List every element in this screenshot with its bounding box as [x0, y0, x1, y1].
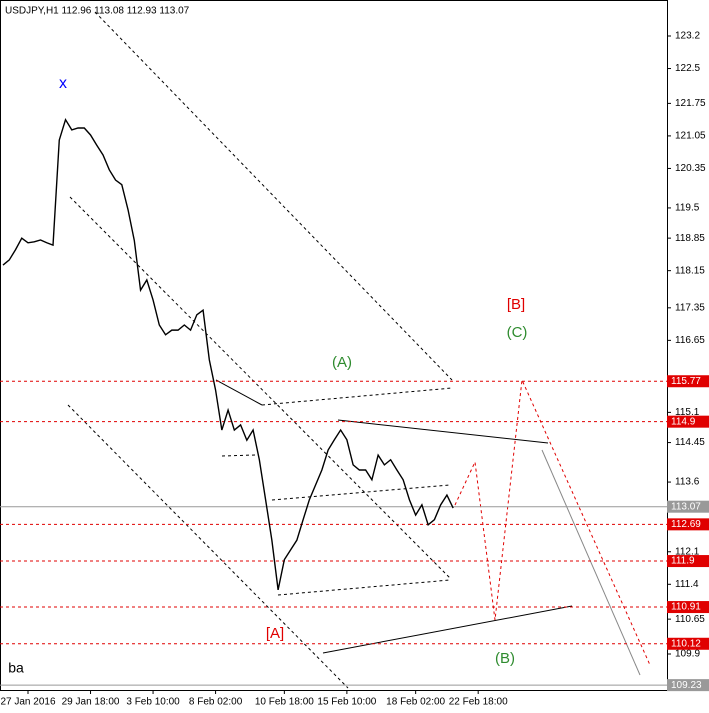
level-label: 110.12: [671, 638, 701, 649]
level-box: [667, 555, 709, 568]
x-tick-label: 27 Jan 2016: [0, 697, 55, 708]
y-tick-label: 109.9: [675, 649, 700, 660]
y-tick-label: 123.2: [675, 31, 700, 42]
level-box: [667, 679, 709, 692]
trend-line: [337, 419, 549, 444]
level-label: 115.77: [671, 376, 701, 387]
triangle-line: [277, 579, 451, 596]
plot-frame: [0, 0, 668, 691]
price-line: [2, 117, 454, 591]
trend-line: [541, 449, 641, 676]
trend-line: [322, 605, 573, 654]
y-tick-label: 117.35: [675, 302, 705, 313]
level-label: 113.07: [671, 501, 701, 512]
y-tick-label: 115.1: [675, 407, 700, 418]
annotation: [A]: [266, 625, 284, 642]
y-tick-label: 119.5: [675, 203, 700, 214]
x-tick-label: 22 Feb 18:00: [449, 697, 508, 708]
level-box: [667, 375, 709, 388]
level-box: [667, 415, 709, 428]
y-tick-label: 112.1: [675, 546, 700, 557]
level-box: [667, 500, 709, 513]
y-tick-label: 116.65: [675, 335, 705, 346]
annotation: x: [59, 75, 67, 92]
y-tick-label: 122.5: [675, 63, 700, 74]
level-label: 109.23: [671, 680, 702, 691]
y-tick-label: 113.6: [675, 477, 700, 488]
chart-title: USDJPY,H1 112.96 113.08 112.93 113.07: [5, 6, 190, 17]
annotation: [B]: [507, 296, 525, 313]
annotation: (B): [495, 650, 515, 667]
level-box: [667, 518, 709, 531]
annotation: (C): [507, 324, 528, 341]
y-tick-label: 120.35: [675, 163, 706, 174]
x-tick-label: 10 Feb 18:00: [255, 697, 314, 708]
y-tick-label: 118.15: [675, 265, 705, 276]
drawings: [67, 11, 651, 689]
triangle-line: [261, 387, 453, 406]
y-tick-label: 110.65: [675, 614, 705, 625]
level-label: 112.69: [671, 519, 701, 530]
triangle-line: [215, 379, 263, 406]
y-tick-label: 114.45: [675, 437, 705, 448]
forecast-path: [454, 378, 651, 666]
x-tick-label: 3 Feb 10:00: [126, 697, 180, 708]
level-box: [667, 637, 709, 650]
y-tick-label: 121.75: [675, 98, 706, 109]
x-tick-label: 8 Feb 02:00: [189, 697, 243, 708]
channel-line: [67, 404, 349, 689]
level-box: [667, 601, 709, 614]
x-tick-label: 29 Jan 18:00: [62, 697, 120, 708]
y-tick-label: 121.05: [675, 131, 706, 142]
level-label: 114.9: [671, 416, 696, 427]
y-tick-label: 111.4: [675, 579, 699, 590]
channel-line: [94, 11, 453, 381]
y-tick-label: 118.85: [675, 233, 705, 244]
x-tick-label: 18 Feb 02:00: [386, 697, 445, 708]
annotation: ba: [8, 660, 24, 676]
x-tick-label: 15 Feb 10:00: [317, 697, 376, 708]
annotation: (A): [332, 354, 352, 371]
level-label: 111.9: [671, 556, 695, 567]
level-label: 110.91: [671, 602, 701, 613]
